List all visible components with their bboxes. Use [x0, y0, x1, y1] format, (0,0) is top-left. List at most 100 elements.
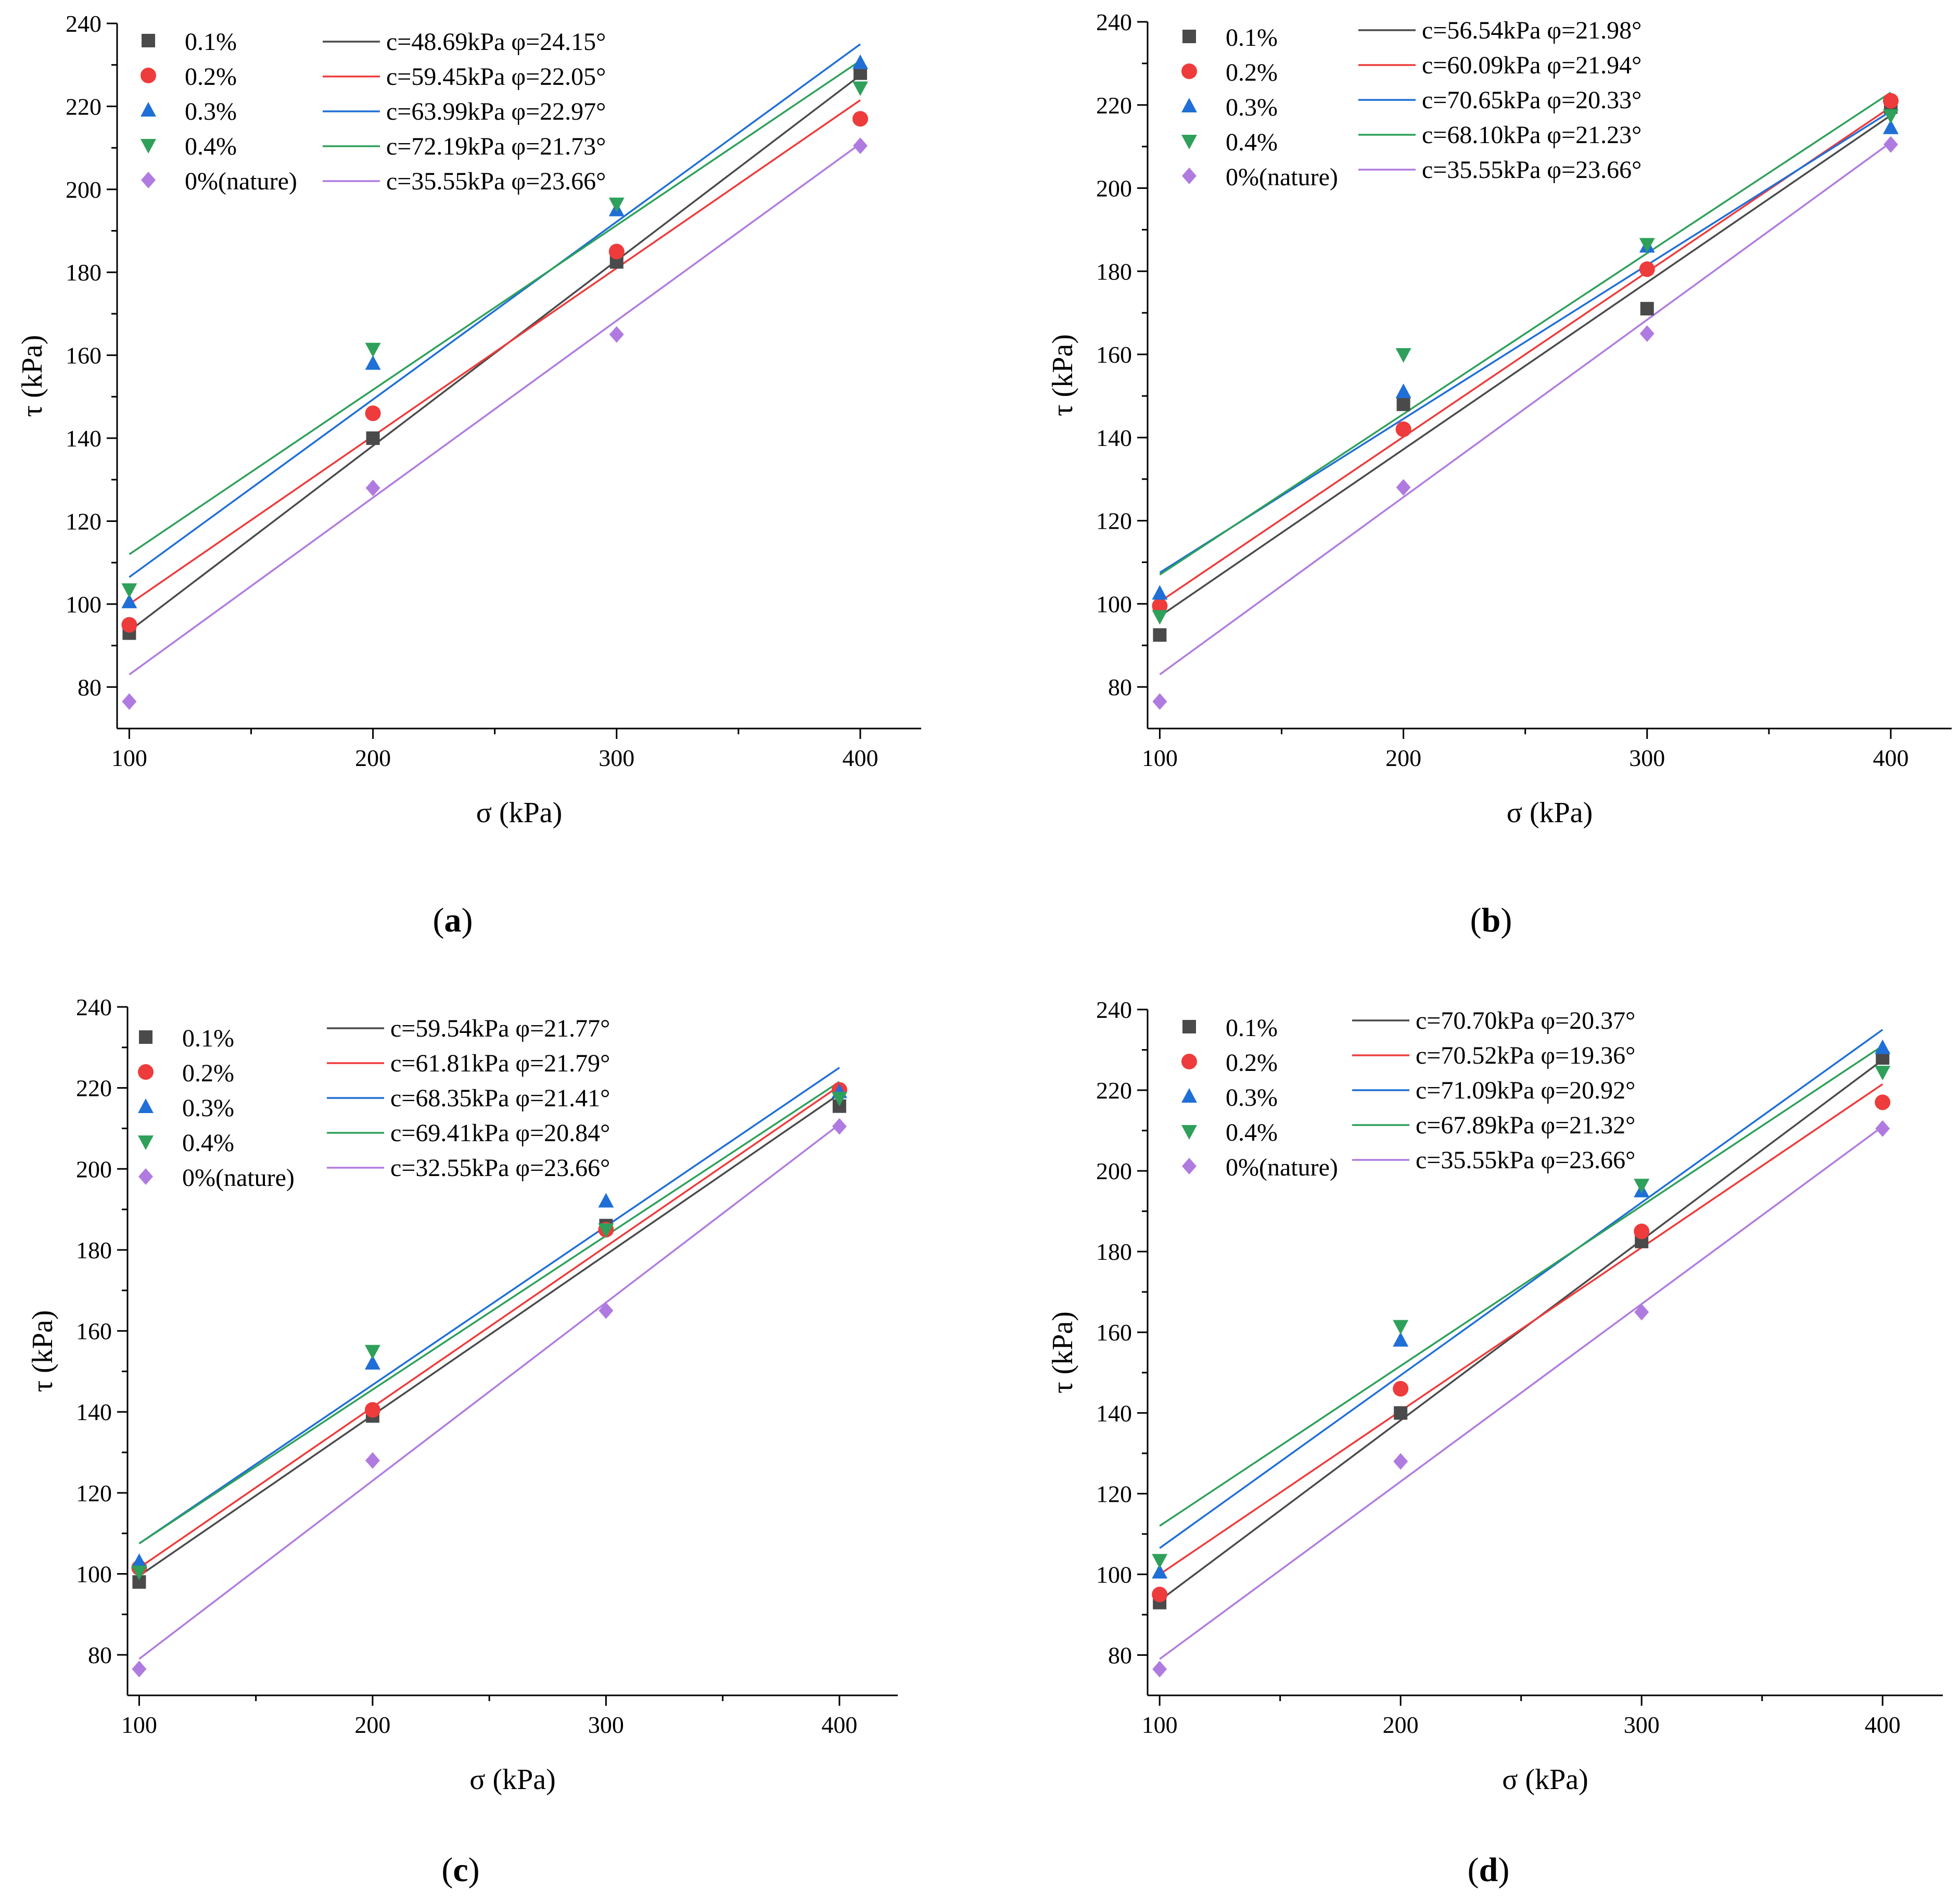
data-point — [608, 244, 625, 260]
data-point — [364, 1345, 380, 1360]
legend-symbol — [1181, 1054, 1197, 1069]
y-tick-label: 200 — [1096, 1158, 1132, 1184]
y-tick-label: 180 — [66, 259, 101, 286]
legend-fit-label: c=56.54kPa φ=21.98° — [1422, 17, 1641, 44]
legend-symbol — [142, 34, 155, 47]
y-tick-label: 160 — [66, 342, 101, 369]
y-tick-label: 240 — [1096, 997, 1132, 1023]
data-point — [1875, 1039, 1891, 1054]
panel-label-close: ) — [1500, 901, 1512, 939]
data-point — [1396, 479, 1411, 496]
legend-series-label: 0.1% — [182, 1025, 234, 1052]
y-tick-label: 220 — [66, 93, 101, 120]
panel-label-letter: d — [1479, 1851, 1498, 1889]
data-point — [598, 1223, 614, 1238]
fit-line-02 — [1159, 106, 1891, 603]
legend-series-label: 0.2% — [182, 1059, 234, 1087]
data-point — [1153, 628, 1167, 642]
chart-panel-a: 80 100 120 140 160 180 200 220 240 100 200 300 400 σ … — [16, 10, 921, 939]
y-tick-label: 180 — [1096, 258, 1132, 285]
data-point — [1875, 1120, 1890, 1137]
fit-line-0nature — [138, 1123, 840, 1660]
legend-series-label: 0%(nature) — [1226, 1154, 1338, 1181]
legend-series-label: 0.4% — [1226, 129, 1278, 156]
legend-symbol — [141, 102, 156, 117]
fit-line-04 — [1159, 92, 1891, 576]
legend-fit-label: c=59.54kPa φ=21.77° — [390, 1015, 610, 1042]
x-tick-label: 100 — [121, 1712, 157, 1738]
data-point — [1882, 93, 1899, 109]
legend-fit-label: c=63.99kPa φ=22.97° — [386, 98, 606, 125]
y-tick-label: 160 — [1096, 1319, 1132, 1346]
legend-series-label: 0.1% — [1226, 24, 1278, 52]
y-tick-label: 100 — [76, 1561, 112, 1588]
legend-fit-label: c=70.70kPa φ=20.37° — [1416, 1007, 1635, 1034]
y-tick-label: 180 — [76, 1237, 112, 1263]
legend-symbol — [138, 1168, 153, 1185]
data-point — [365, 1452, 380, 1469]
fit-line-03 — [129, 43, 861, 578]
legend-fit-label: c=60.09kPa φ=21.94° — [1422, 52, 1641, 79]
y-tick-label: 80 — [78, 674, 101, 700]
legend-symbol — [1182, 1158, 1197, 1174]
y-tick-label: 100 — [66, 591, 101, 618]
fit-line-02 — [138, 1085, 840, 1569]
legend-series-label: 0.3% — [1226, 1084, 1278, 1112]
legend-symbol — [1182, 1020, 1196, 1033]
data-point — [598, 1193, 614, 1208]
y-tick-label: 220 — [1096, 1077, 1132, 1104]
y-tick-label: 200 — [1096, 175, 1132, 202]
legend-fit-label: c=69.41kPa φ=20.84° — [390, 1119, 610, 1147]
data-point — [1395, 348, 1411, 363]
legend-fit-label: c=35.55kPa φ=23.66° — [1416, 1146, 1635, 1174]
panel-label: (d) — [1468, 1851, 1510, 1889]
legend-fit-label: c=72.19kPa φ=21.73° — [386, 133, 606, 160]
data-point — [121, 617, 137, 633]
data-point — [1640, 302, 1654, 316]
panel-label-close: ) — [468, 1851, 480, 1889]
data-point — [1639, 261, 1655, 277]
y-axis-title: τ (kPa) — [1047, 1311, 1079, 1394]
chart-panel-b: 80 100 120 140 160 180 200 220 240 100 200 300 400 σ … — [1047, 9, 1952, 939]
fit-line-0nature — [1159, 142, 1891, 675]
y-axis-title: τ (kPa) — [1047, 334, 1079, 416]
data-point — [1395, 421, 1411, 437]
data-point — [1875, 1066, 1891, 1081]
data-point — [852, 54, 868, 69]
data-point — [1152, 1587, 1168, 1603]
data-point — [132, 1661, 147, 1678]
legend-series-label: 0.4% — [1226, 1119, 1278, 1146]
x-tick-label: 400 — [821, 1712, 857, 1738]
legend-fit-label: c=67.89kPa φ=21.32° — [1416, 1112, 1635, 1139]
fit-line-01 — [138, 1093, 840, 1577]
legend-symbol — [141, 172, 156, 188]
fit-line-0nature — [129, 143, 861, 675]
data-point — [608, 197, 625, 212]
y-tick-label: 140 — [1096, 425, 1132, 451]
data-point — [121, 583, 137, 598]
panel-label: (b) — [1470, 901, 1512, 939]
y-tick-label: 180 — [1096, 1238, 1132, 1265]
legend-symbol — [1181, 98, 1197, 112]
y-tick-label: 120 — [66, 508, 101, 534]
y-tick-label: 80 — [88, 1642, 112, 1668]
data-point — [852, 81, 868, 96]
data-point — [1393, 1453, 1408, 1470]
x-axis-title: σ (kPa) — [469, 1764, 555, 1796]
x-tick-label: 200 — [1385, 745, 1421, 771]
data-point — [1393, 1381, 1409, 1397]
y-tick-label: 140 — [66, 425, 101, 452]
legend-series-label: 0.1% — [185, 28, 237, 56]
data-point — [1634, 1223, 1650, 1240]
fit-line-02 — [129, 99, 861, 605]
data-point — [1882, 109, 1899, 124]
data-point — [365, 479, 380, 496]
fit-line-03 — [1159, 110, 1891, 573]
y-tick-label: 200 — [66, 176, 101, 203]
y-tick-label: 140 — [76, 1399, 112, 1425]
legend-series-label: 0%(nature) — [182, 1164, 295, 1192]
legend-symbol — [1182, 168, 1197, 184]
chart-panel-d: 80 100 120 140 160 180 200 220 240 100 200 300 400 σ … — [1047, 997, 1943, 1889]
legend-fit-label: c=68.10kPa φ=21.23° — [1422, 121, 1641, 149]
